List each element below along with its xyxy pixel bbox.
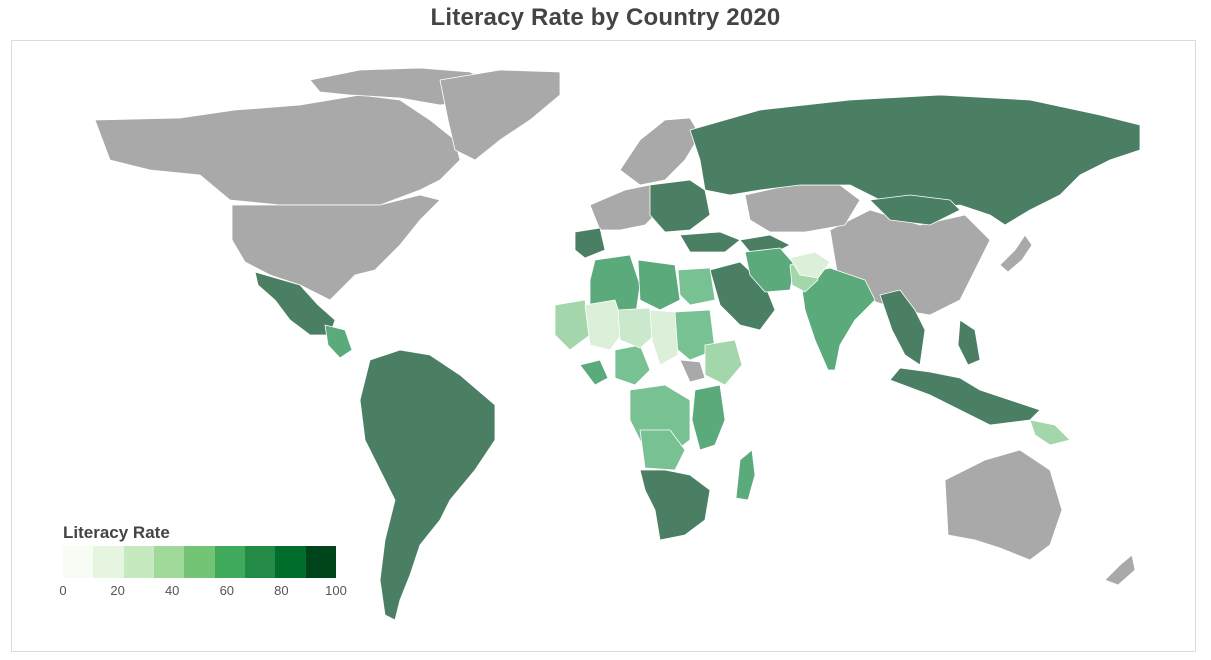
region-libya[interactable] [637,259,681,311]
region-india[interactable] [799,267,876,371]
legend-tick-label: 40 [164,583,180,598]
legend-swatch [93,546,124,578]
region-greenland[interactable] [439,69,561,161]
region-russia[interactable] [689,94,1141,226]
region-madagascar[interactable] [735,449,756,501]
region-south-america[interactable] [359,349,496,621]
region-east-africa[interactable] [691,384,726,451]
legend-swatch [214,546,245,578]
region-central-america[interactable] [324,324,353,359]
region-west-sahel[interactable] [554,299,591,351]
region-nigeria[interactable] [614,344,651,386]
legend-tick-label: 20 [110,583,125,598]
region-usa[interactable] [231,194,441,301]
region-western-europe[interactable] [589,184,661,231]
color-legend: Literacy Rate 0 20 40 60 80 100 [59,523,353,603]
region-saudi-arabia[interactable] [709,261,776,331]
region-mexico[interactable] [254,271,336,336]
region-afghanistan[interactable] [789,251,831,279]
region-australia[interactable] [944,449,1063,561]
region-south-central-africa[interactable] [639,429,686,471]
legend-color-bar [63,546,336,578]
no-data-regions [94,67,1136,586]
region-eastern-europe[interactable] [649,179,711,233]
legend-swatch [244,546,276,578]
low-literacy-regions [584,251,831,366]
region-southeast-asia[interactable] [879,289,926,366]
region-new-zealand[interactable] [1104,554,1136,586]
legend-swatch [184,546,215,578]
region-philippines[interactable] [957,319,981,366]
region-central-asia[interactable] [744,184,861,233]
region-ethiopia[interactable] [704,339,743,386]
mid-literacy-regions [614,267,716,471]
legend-tick-label: 80 [274,583,289,598]
legend-swatch [123,546,154,578]
region-mongolia[interactable] [869,194,961,226]
legend-swatch [153,546,185,578]
region-egypt[interactable] [677,267,716,306]
legend-tick-label: 60 [219,583,235,598]
legend-tick-label: 0 [59,583,67,598]
legend-title: Literacy Rate [63,523,170,542]
region-chad[interactable] [649,309,679,366]
region-indonesia[interactable] [889,367,1041,426]
region-somalia[interactable] [679,359,706,383]
region-japan[interactable] [999,234,1033,273]
legend-swatch [63,546,94,578]
high-literacy-regions [254,94,1141,621]
mid-high-literacy-regions [324,247,876,501]
region-iberia[interactable] [574,227,606,259]
legend-tick-label: 100 [325,583,347,598]
legend-ticks: 0 20 40 60 80 100 [59,583,353,599]
region-mali[interactable] [584,299,626,351]
region-southern-africa[interactable] [639,469,711,541]
map-frame [11,40,1196,652]
legend-swatch [305,546,336,578]
legend-swatch [275,546,306,578]
region-west-africa-coast[interactable] [579,359,609,386]
map-title: Literacy Rate by Country 2020 [430,4,781,31]
region-iran[interactable] [744,247,796,293]
region-turkey[interactable] [679,231,741,253]
region-canada[interactable] [94,94,461,206]
region-papua-new-guinea[interactable] [1029,419,1071,446]
region-scandinavia[interactable] [619,117,701,186]
region-niger[interactable] [617,307,656,349]
